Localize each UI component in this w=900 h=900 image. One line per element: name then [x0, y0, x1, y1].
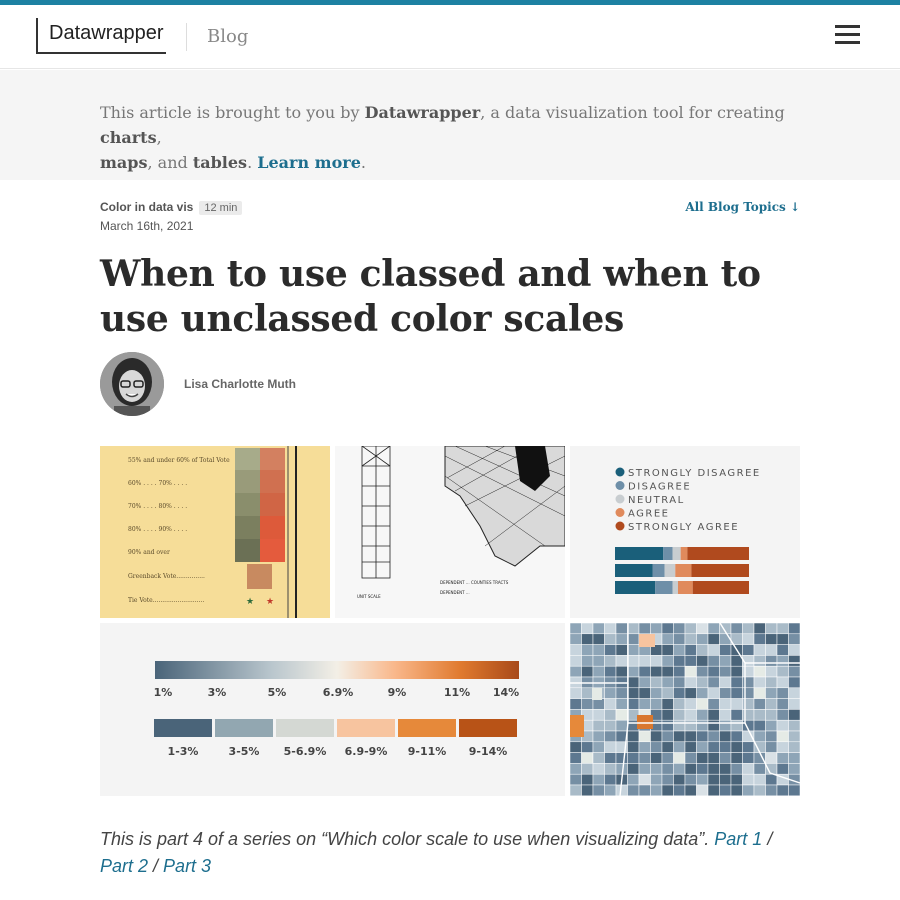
svg-text:90% and over: 90% and over: [128, 549, 170, 556]
continuous-tick-label: 5%: [268, 686, 287, 699]
svg-text:UNIT SCALE: UNIT SCALE: [357, 594, 381, 599]
svg-text:80% . . . . 90% . . . .: 80% . . . . 90% . . . .: [128, 526, 187, 533]
likert-bar-segment: [615, 581, 656, 594]
likert-bar-segment: [672, 547, 681, 560]
classed-swatch: [398, 719, 456, 737]
likert-legend-label: AGREE: [628, 509, 670, 520]
continuous-tick-label: 3%: [208, 686, 227, 699]
likert-legend-swatch: [615, 521, 625, 531]
likert-legend-label: STRONGLY AGREE: [628, 522, 739, 533]
classed-swatch: [276, 719, 334, 737]
classed-label: 5-6.9%: [284, 745, 327, 758]
promo-text: This article is brought to you by Datawr…: [100, 103, 785, 172]
continuous-tick-label: 1%: [154, 686, 173, 699]
svg-text:70% . . . . 80% . . . .: 70% . . . . 80% . . . .: [128, 503, 187, 510]
likert-bar-segment: [691, 564, 749, 577]
classed-swatch: [459, 719, 517, 737]
likert-legend-label: NEUTRAL: [628, 495, 685, 506]
learn-more-link[interactable]: Learn more: [257, 153, 361, 172]
part-3-link[interactable]: Part 3: [163, 856, 212, 876]
top-accent-bar: [0, 0, 900, 5]
promo-banner: This article is brought to you by Datawr…: [0, 70, 900, 180]
likert-bar-segment: [687, 547, 749, 560]
article-meta: Color in data vis 12 min March 16th, 2021: [100, 200, 243, 233]
hero-figure-collage: 55% and under 60% of Total Vote 60% . . …: [100, 446, 800, 796]
likert-bar-segment: [655, 581, 673, 594]
continuous-tick-label: 14%: [493, 686, 519, 699]
series-caption: This is part 4 of a series on “Which col…: [100, 829, 773, 876]
likert-legend-label: STRONGLY DISAGREE: [628, 468, 761, 479]
author-name[interactable]: Lisa Charlotte Muth: [184, 377, 297, 391]
likert-legend-swatch: [615, 508, 625, 517]
likert-bar-segment: [663, 547, 673, 560]
article-title: When to use classed and when to use uncl…: [100, 253, 761, 340]
classed-label: 9-11%: [408, 745, 447, 758]
likert-chart-panel: STRONGLY DISAGREE DISAGREE NEUTRAL AGREE STR…: [570, 446, 800, 618]
svg-text:★: ★: [266, 596, 274, 606]
county-choropleth-map-image: [570, 623, 800, 796]
datawrapper-logo[interactable]: Datawrapper: [36, 18, 166, 54]
classed-label: 9-14%: [469, 745, 508, 758]
svg-text:Greenback Vote...............: Greenback Vote...............: [128, 573, 205, 580]
continuous-gradient-bar: [155, 661, 519, 679]
publish-date: March 16th, 2021: [100, 219, 194, 233]
likert-bar-segment: [664, 564, 676, 577]
likert-bar-segment: [677, 581, 693, 594]
all-blog-topics-link[interactable]: All Blog Topics ↓: [685, 200, 800, 214]
continuous-tick-label: 6.9%: [323, 686, 354, 699]
svg-text:60% . . . . 70% . . . .: 60% . . . . 70% . . . .: [128, 480, 187, 487]
svg-text:★: ★: [246, 596, 254, 606]
category-link[interactable]: Color in data vis: [100, 200, 194, 214]
classed-swatch: [215, 719, 273, 737]
likert-bar-segment: [692, 581, 749, 594]
promo-brand: Datawrapper: [364, 103, 481, 122]
svg-text:DEPENDENT ... COUNTIES TRACTS: DEPENDENT ... COUNTIES TRACTS: [440, 580, 509, 585]
likert-legend-swatch: [615, 467, 625, 477]
likert-legend-swatch: [615, 494, 625, 504]
likert-bar-segment: [615, 564, 653, 577]
header-divider: [186, 23, 187, 51]
historical-classed-chart-image: 55% and under 60% of Total Vote 60% . . …: [100, 446, 330, 618]
likert-legend-swatch: [615, 481, 625, 490]
continuous-tick-label: 9%: [388, 686, 407, 699]
author-avatar[interactable]: [100, 352, 164, 416]
likert-bar-segment: [672, 581, 678, 594]
likert-bar-segment: [652, 564, 665, 577]
part-1-link[interactable]: Part 1: [714, 829, 763, 849]
part-2-link[interactable]: Part 2: [100, 856, 149, 876]
classed-swatch: [154, 719, 212, 737]
color-scale-legends-panel: 1% 3% 5% 6.9% 9% 11% 14% 1-3% 3-5% 5-6.9% 6.9-9% 9-…: [100, 623, 565, 796]
likert-bar-segment: [615, 547, 664, 560]
site-header: Datawrapper Blog: [0, 5, 900, 69]
classed-label: 3-5%: [229, 745, 260, 758]
blog-link[interactable]: Blog: [207, 26, 249, 47]
read-time-badge: 12 min: [199, 201, 243, 215]
classed-label: 6.9-9%: [345, 745, 388, 758]
hamburger-menu-icon[interactable]: [835, 25, 863, 49]
continuous-tick-label: 11%: [444, 686, 470, 699]
svg-text:Tie Vote......................: Tie Vote...........................: [128, 597, 204, 604]
likert-bar-segment: [675, 564, 692, 577]
likert-bar-segment: [680, 547, 688, 560]
svg-text:DEPENDENT ...: DEPENDENT ...: [440, 590, 470, 595]
classed-label: 1-3%: [168, 745, 199, 758]
svg-text:55% and under 60% of Total Vot: 55% and under 60% of Total Vote: [128, 457, 230, 464]
historical-pattern-map-image: DEPENDENT ... COUNTIES TRACTS DEPENDENT …: [335, 446, 565, 618]
classed-swatch: [337, 719, 395, 737]
likert-legend-label: DISAGREE: [628, 482, 691, 493]
